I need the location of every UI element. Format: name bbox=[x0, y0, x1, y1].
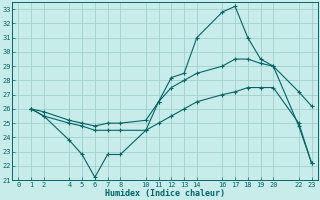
X-axis label: Humidex (Indice chaleur): Humidex (Indice chaleur) bbox=[105, 189, 225, 198]
